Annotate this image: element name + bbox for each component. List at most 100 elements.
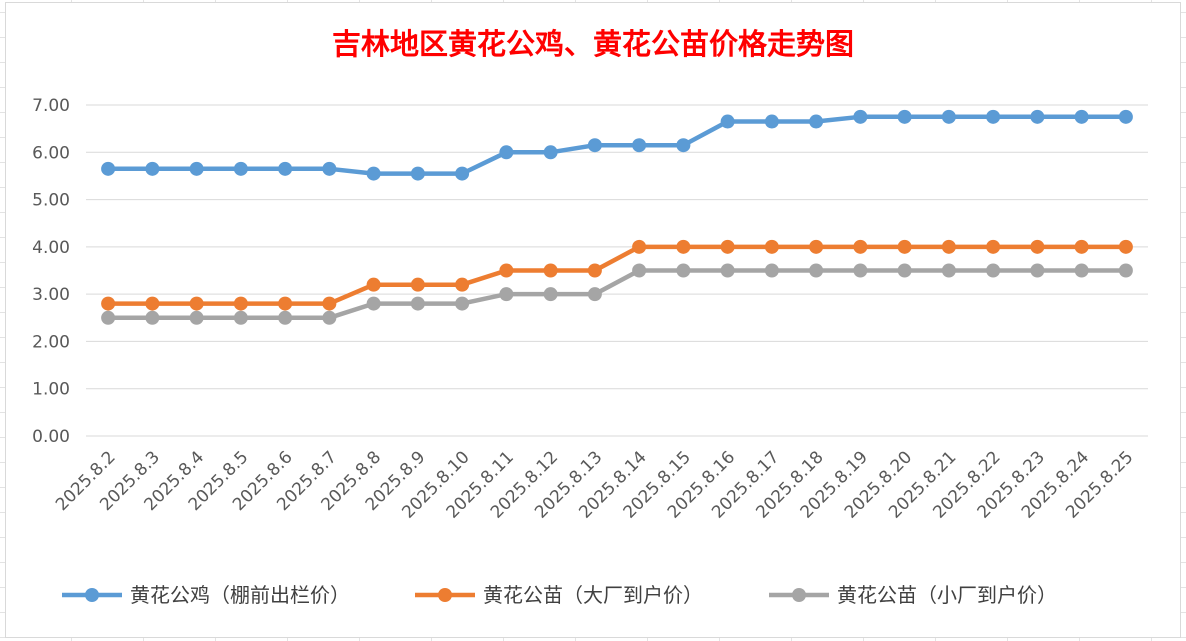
data-point[interactable]	[986, 109, 1001, 124]
data-point[interactable]	[101, 161, 116, 176]
data-point[interactable]	[1118, 239, 1133, 254]
data-point[interactable]	[676, 239, 691, 254]
data-point[interactable]	[941, 109, 956, 124]
data-point[interactable]	[897, 239, 912, 254]
data-point[interactable]	[278, 296, 293, 311]
y-tick-label: 4.00	[32, 238, 70, 258]
series-group	[101, 109, 1133, 325]
data-point[interactable]	[278, 310, 293, 325]
series-line	[105, 114, 1129, 176]
data-point[interactable]	[189, 161, 204, 176]
y-tick-label: 1.00	[32, 380, 70, 400]
data-point[interactable]	[897, 109, 912, 124]
data-point[interactable]	[189, 310, 204, 325]
data-point[interactable]	[676, 138, 691, 153]
legend-item[interactable]: 黄花公苗（大厂到户价）	[415, 583, 703, 607]
data-point[interactable]	[499, 263, 514, 278]
legend-item[interactable]: 黄花公苗（小厂到户价）	[769, 583, 1057, 607]
data-point[interactable]	[809, 239, 824, 254]
data-point[interactable]	[764, 114, 779, 129]
data-point[interactable]	[1030, 109, 1045, 124]
y-tick-label: 5.00	[32, 191, 70, 211]
data-point[interactable]	[853, 239, 868, 254]
data-point[interactable]	[1074, 239, 1089, 254]
data-point[interactable]	[632, 239, 647, 254]
data-point[interactable]	[366, 277, 381, 292]
data-point[interactable]	[366, 296, 381, 311]
data-point[interactable]	[455, 296, 470, 311]
data-point[interactable]	[101, 310, 116, 325]
chart-title: 吉林地区黄花公鸡、黄花公苗价格走势图	[332, 27, 854, 61]
data-point[interactable]	[455, 277, 470, 292]
data-point[interactable]	[233, 296, 248, 311]
data-point[interactable]	[322, 296, 337, 311]
data-point[interactable]	[145, 161, 160, 176]
data-point[interactable]	[587, 263, 602, 278]
y-tick-label: 0.00	[32, 427, 70, 447]
data-point[interactable]	[1030, 239, 1045, 254]
legend-label: 黄花公鸡（棚前出栏价）	[130, 583, 350, 607]
data-point[interactable]	[410, 277, 425, 292]
data-point[interactable]	[455, 166, 470, 181]
data-point[interactable]	[101, 296, 116, 311]
data-point[interactable]	[587, 138, 602, 153]
data-point[interactable]	[986, 239, 1001, 254]
legend: 黄花公鸡（棚前出栏价） 黄花公苗（大厂到户价） 黄花公苗（小厂到户价）	[62, 583, 1057, 607]
legend-marker	[85, 588, 99, 602]
data-point[interactable]	[189, 296, 204, 311]
data-point[interactable]	[676, 263, 691, 278]
data-point[interactable]	[543, 263, 558, 278]
data-point[interactable]	[410, 296, 425, 311]
gridlines	[86, 104, 1148, 437]
data-point[interactable]	[366, 166, 381, 181]
data-point[interactable]	[1074, 109, 1089, 124]
data-point[interactable]	[499, 145, 514, 160]
y-tick-label: 2.00	[32, 332, 70, 352]
data-point[interactable]	[145, 296, 160, 311]
data-point[interactable]	[986, 263, 1001, 278]
data-point[interactable]	[543, 287, 558, 302]
legend-label: 黄花公苗（大厂到户价）	[483, 583, 703, 607]
data-point[interactable]	[1118, 109, 1133, 124]
data-point[interactable]	[720, 263, 735, 278]
data-point[interactable]	[1074, 263, 1089, 278]
data-point[interactable]	[278, 161, 293, 176]
y-tick-label: 3.00	[32, 285, 70, 305]
data-point[interactable]	[322, 161, 337, 176]
y-axis-labels: 0.00 1.00 2.00 3.00 4.00 5.00 6.00 7.00	[32, 96, 70, 447]
series-line	[105, 244, 1129, 306]
data-point[interactable]	[809, 263, 824, 278]
data-point[interactable]	[941, 263, 956, 278]
data-point[interactable]	[145, 310, 160, 325]
y-tick-label: 7.00	[32, 96, 70, 116]
y-tick-label: 6.00	[32, 143, 70, 163]
legend-marker	[438, 588, 452, 602]
data-point[interactable]	[1030, 263, 1045, 278]
data-point[interactable]	[720, 239, 735, 254]
data-point[interactable]	[233, 161, 248, 176]
legend-item[interactable]: 黄花公鸡（棚前出栏价）	[62, 583, 350, 607]
data-point[interactable]	[897, 263, 912, 278]
series-3	[101, 263, 1133, 325]
data-point[interactable]	[410, 166, 425, 181]
data-point[interactable]	[764, 263, 779, 278]
data-point[interactable]	[543, 145, 558, 160]
data-point[interactable]	[853, 109, 868, 124]
series-line	[105, 268, 1129, 321]
data-point[interactable]	[853, 263, 868, 278]
data-point[interactable]	[1118, 263, 1133, 278]
data-point[interactable]	[941, 239, 956, 254]
data-point[interactable]	[632, 263, 647, 278]
data-point[interactable]	[632, 138, 647, 153]
x-axis-labels: 2025.8.22025.8.32025.8.42025.8.52025.8.6…	[52, 447, 1137, 522]
legend-label: 黄花公苗（小厂到户价）	[837, 583, 1057, 607]
data-point[interactable]	[499, 287, 514, 302]
data-point[interactable]	[233, 310, 248, 325]
series-1	[101, 109, 1133, 181]
data-point[interactable]	[322, 310, 337, 325]
data-point[interactable]	[764, 239, 779, 254]
data-point[interactable]	[809, 114, 824, 129]
data-point[interactable]	[587, 287, 602, 302]
data-point[interactable]	[720, 114, 735, 129]
